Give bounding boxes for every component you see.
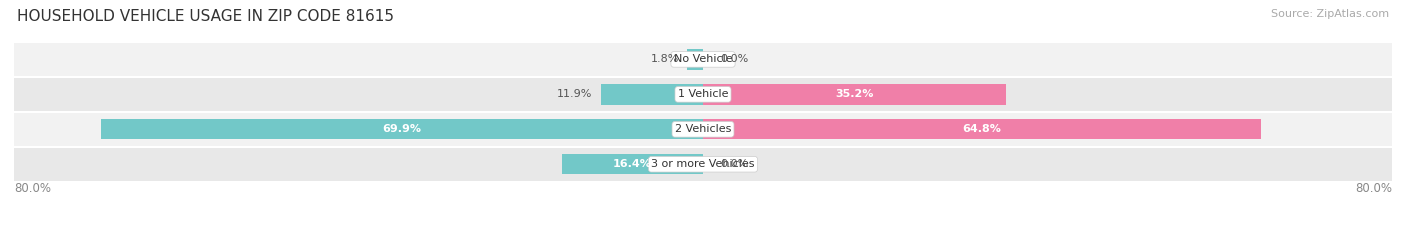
Text: Source: ZipAtlas.com: Source: ZipAtlas.com <box>1271 9 1389 19</box>
Text: 16.4%: 16.4% <box>613 159 652 169</box>
Text: HOUSEHOLD VEHICLE USAGE IN ZIP CODE 81615: HOUSEHOLD VEHICLE USAGE IN ZIP CODE 8161… <box>17 9 394 24</box>
Text: 3 or more Vehicles: 3 or more Vehicles <box>651 159 755 169</box>
Bar <box>14 77 1392 112</box>
Text: 1 Vehicle: 1 Vehicle <box>678 89 728 99</box>
Bar <box>14 147 1392 182</box>
Text: 0.0%: 0.0% <box>720 159 748 169</box>
Text: 64.8%: 64.8% <box>963 124 1001 134</box>
Text: 1.8%: 1.8% <box>651 55 679 64</box>
Bar <box>14 42 1392 77</box>
Text: 69.9%: 69.9% <box>382 124 422 134</box>
Bar <box>688 49 703 69</box>
Bar <box>14 112 1392 147</box>
Text: 0.0%: 0.0% <box>720 55 748 64</box>
Text: 11.9%: 11.9% <box>557 89 592 99</box>
Text: 2 Vehicles: 2 Vehicles <box>675 124 731 134</box>
Text: 80.0%: 80.0% <box>1355 182 1392 195</box>
Bar <box>600 84 703 105</box>
Bar <box>562 154 703 174</box>
Bar <box>703 119 1261 139</box>
Text: 80.0%: 80.0% <box>14 182 51 195</box>
Bar <box>101 119 703 139</box>
Bar <box>703 84 1007 105</box>
Text: No Vehicle: No Vehicle <box>673 55 733 64</box>
Text: 35.2%: 35.2% <box>835 89 873 99</box>
